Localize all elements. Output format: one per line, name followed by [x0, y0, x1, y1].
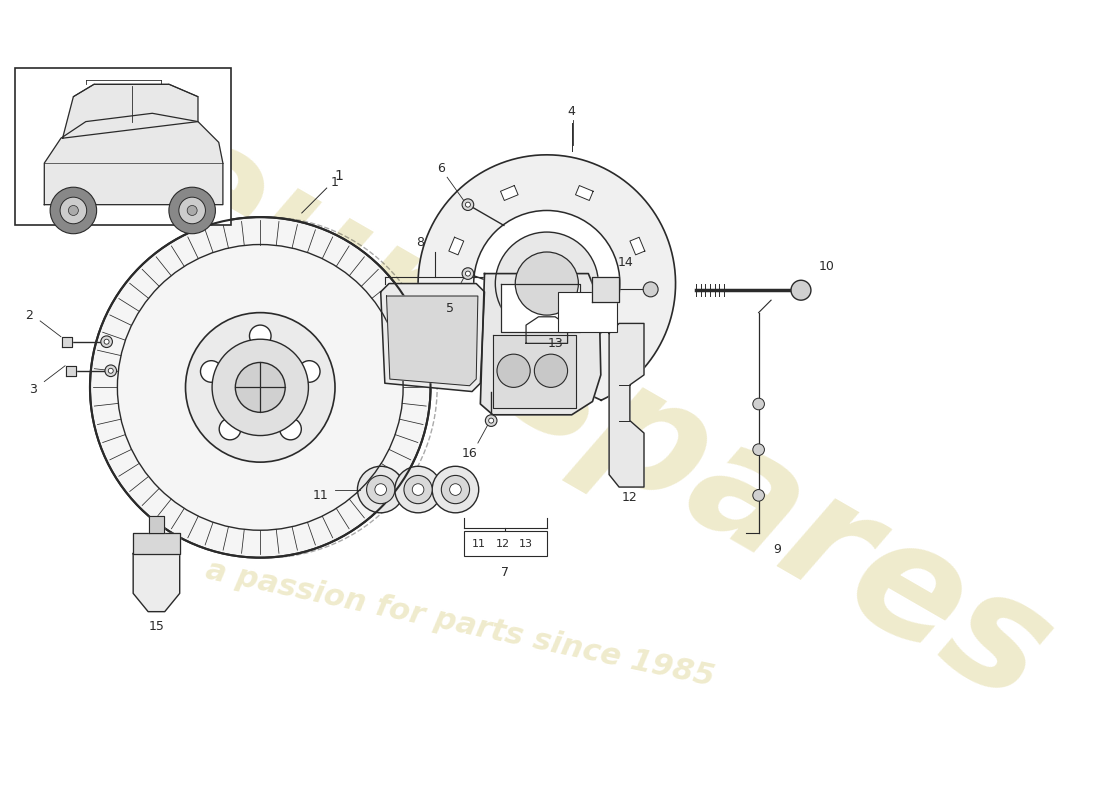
- Circle shape: [535, 354, 568, 387]
- Polygon shape: [609, 323, 644, 487]
- Circle shape: [298, 361, 320, 382]
- Circle shape: [68, 206, 78, 215]
- Circle shape: [791, 280, 811, 300]
- Polygon shape: [418, 155, 675, 400]
- Polygon shape: [148, 516, 164, 533]
- Circle shape: [485, 414, 497, 426]
- Circle shape: [358, 466, 404, 513]
- Circle shape: [395, 466, 441, 513]
- Text: 7: 7: [502, 566, 509, 579]
- Circle shape: [497, 354, 530, 387]
- Polygon shape: [481, 274, 601, 414]
- Polygon shape: [493, 335, 576, 408]
- Circle shape: [179, 197, 206, 224]
- Polygon shape: [386, 296, 477, 386]
- Circle shape: [462, 199, 474, 210]
- Text: 14: 14: [618, 256, 634, 270]
- Text: 13: 13: [547, 337, 563, 350]
- Text: 10: 10: [818, 261, 835, 274]
- Text: 6: 6: [438, 162, 446, 175]
- Circle shape: [752, 398, 764, 410]
- Circle shape: [488, 418, 494, 423]
- Circle shape: [375, 484, 386, 495]
- Text: 12: 12: [621, 491, 638, 504]
- Circle shape: [235, 362, 285, 412]
- Polygon shape: [593, 277, 619, 302]
- Circle shape: [450, 484, 461, 495]
- Text: 15: 15: [148, 620, 164, 633]
- Text: a passion for parts since 1985: a passion for parts since 1985: [202, 556, 716, 692]
- Text: 11: 11: [472, 538, 486, 549]
- Circle shape: [186, 313, 336, 462]
- Polygon shape: [630, 238, 645, 255]
- Polygon shape: [381, 283, 484, 391]
- Circle shape: [495, 232, 598, 335]
- Text: 11: 11: [312, 489, 328, 502]
- Circle shape: [51, 187, 97, 234]
- Circle shape: [101, 336, 112, 347]
- Circle shape: [104, 339, 109, 344]
- Text: 9: 9: [773, 543, 781, 556]
- Circle shape: [279, 418, 301, 440]
- Text: 2: 2: [25, 309, 33, 322]
- Text: 4: 4: [568, 105, 575, 118]
- Text: 12: 12: [496, 538, 510, 549]
- Circle shape: [219, 418, 241, 440]
- FancyBboxPatch shape: [464, 531, 547, 556]
- Circle shape: [752, 444, 764, 455]
- Polygon shape: [44, 114, 223, 205]
- Polygon shape: [62, 337, 72, 346]
- Polygon shape: [575, 186, 593, 201]
- Circle shape: [104, 365, 117, 377]
- Circle shape: [432, 466, 478, 513]
- Text: 3: 3: [30, 383, 37, 396]
- Text: 5: 5: [446, 302, 453, 315]
- Circle shape: [752, 490, 764, 501]
- Text: eurospares: eurospares: [124, 97, 1077, 736]
- Text: 13: 13: [519, 538, 534, 549]
- Circle shape: [250, 325, 271, 346]
- Text: 1: 1: [334, 169, 343, 182]
- Circle shape: [462, 268, 474, 279]
- FancyBboxPatch shape: [15, 68, 231, 226]
- Circle shape: [515, 252, 579, 315]
- Polygon shape: [63, 84, 198, 138]
- Circle shape: [644, 282, 658, 297]
- Circle shape: [108, 368, 113, 374]
- Polygon shape: [526, 317, 568, 343]
- Circle shape: [60, 197, 87, 224]
- Circle shape: [200, 361, 222, 382]
- Circle shape: [441, 475, 470, 504]
- Polygon shape: [500, 186, 518, 201]
- Circle shape: [187, 206, 197, 215]
- Text: 16: 16: [462, 447, 477, 460]
- Polygon shape: [449, 238, 464, 255]
- Circle shape: [90, 217, 430, 558]
- Polygon shape: [133, 554, 179, 612]
- Polygon shape: [66, 366, 76, 376]
- Text: 1: 1: [331, 176, 339, 189]
- Circle shape: [474, 210, 620, 357]
- FancyBboxPatch shape: [558, 292, 617, 332]
- Circle shape: [412, 484, 424, 495]
- Circle shape: [404, 475, 432, 504]
- Circle shape: [212, 339, 308, 435]
- Polygon shape: [133, 533, 179, 554]
- Polygon shape: [502, 283, 580, 332]
- Text: 8: 8: [416, 235, 424, 249]
- Circle shape: [366, 475, 395, 504]
- Circle shape: [169, 187, 216, 234]
- Circle shape: [465, 271, 471, 276]
- Circle shape: [465, 202, 471, 207]
